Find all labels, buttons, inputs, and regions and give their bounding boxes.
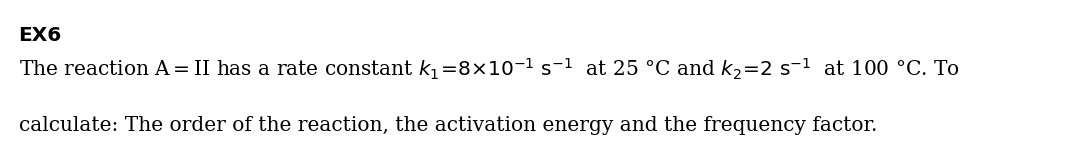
Text: EX6: EX6 [19, 26, 62, 45]
Text: The reaction A$=$II has a rate constant $k_1\!=\!8{\times}10^{-1}\ \mathrm{s}^{-: The reaction A$=$II has a rate constant … [19, 57, 959, 82]
Text: calculate: The order of the reaction, the activation energy and the frequency fa: calculate: The order of the reaction, th… [19, 116, 877, 135]
